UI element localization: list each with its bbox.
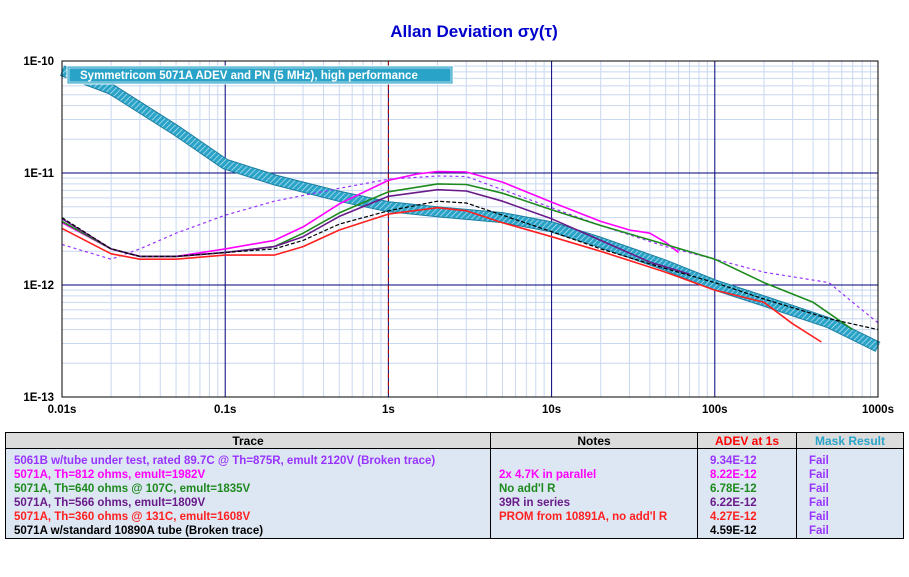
results-table-container: Trace Notes ADEV at 1s Mask Result 5061B…: [5, 432, 904, 539]
y-tick-label: 1E-10: [23, 56, 54, 68]
x-tick-label: 0.1s: [214, 404, 236, 416]
header-trace: Trace: [5, 432, 491, 449]
series-line-1: [61, 175, 879, 324]
table-row: 5071A, Th=566 ohms, emult=1809V 39R in se…: [5, 496, 904, 510]
table-row: 5071A w/standard 10890A tube (Broken tra…: [5, 524, 904, 539]
chart-title: Allan Deviation σy(τ): [390, 22, 558, 41]
grid: [61, 60, 879, 398]
tick-labels: 0.01s 0.1s 1s 10s 100s 1000s 1E-10 1E-11 1E-12 1E…: [23, 56, 894, 416]
adev-cell: 6.22E-12: [697, 496, 797, 510]
table-row: 5071A, Th=812 ohms, emult=1982V 2x 4.7K i…: [5, 468, 904, 482]
adev-cell: 4.59E-12: [697, 524, 797, 539]
header-notes: Notes: [490, 432, 698, 449]
notes-cell: PROM from 10891A, no add'l R: [490, 510, 698, 524]
plot-area: [62, 61, 878, 397]
header-mask-result: Mask Result: [796, 432, 904, 449]
trace-cell: 5061B w/tube under test, rated 89.7C @ T…: [5, 448, 491, 468]
header-adev: ADEV at 1s: [697, 432, 797, 449]
mask-result-cell: Fail: [796, 448, 904, 468]
series-line-5: [61, 206, 822, 343]
notes-cell: [490, 448, 698, 468]
trace-cell: 5071A, Th=360 ohms @ 131C, emult=1608V: [5, 510, 491, 524]
trace-cell: 5071A, Th=566 ohms, emult=1809V: [5, 496, 491, 510]
adev-cell: 9.34E-12: [697, 448, 797, 468]
mask-result-cell: Fail: [796, 510, 904, 524]
spec-band: [60, 66, 880, 351]
x-tick-label: 10s: [542, 404, 561, 416]
trace-cell: 5071A, Th=640 ohms @ 107C, emult=1835V: [5, 482, 491, 496]
adev-cell: 4.27E-12: [697, 510, 797, 524]
x-tick-label: 1000s: [862, 404, 894, 416]
plot-frame: [61, 60, 879, 398]
allan-deviation-chart: Allan Deviation σy(τ) 0.01s 0.1s 1s 10s 100s…: [23, 22, 894, 416]
table-row: 5071A, Th=640 ohms @ 107C, emult=1835V No…: [5, 482, 904, 496]
table-row: 5061B w/tube under test, rated 89.7C @ T…: [5, 448, 904, 468]
mask-result-cell: Fail: [796, 524, 904, 539]
mask-result-cell: Fail: [796, 468, 904, 482]
trace-cell: 5071A, Th=812 ohms, emult=1982V: [5, 468, 491, 482]
adev-cell: 8.22E-12: [697, 468, 797, 482]
mask-result-cell: Fail: [796, 496, 904, 510]
series-line-6: [61, 200, 879, 331]
series-line-4: [61, 188, 690, 275]
x-tick-label: 100s: [702, 404, 728, 416]
notes-cell: 2x 4.7K in parallel: [490, 468, 698, 482]
notes-cell: [490, 524, 698, 539]
table-row: 5071A, Th=360 ohms @ 131C, emult=1608V PR…: [5, 510, 904, 524]
x-tick-label: 1s: [382, 404, 395, 416]
legend-text: Symmetricom 5071A ADEV and PN (5 MHz), h…: [80, 70, 418, 82]
adev-cell: 6.78E-12: [697, 482, 797, 496]
y-tick-label: 1E-12: [23, 280, 54, 292]
y-tick-label: 1E-11: [24, 168, 55, 180]
x-tick-label: 0.01s: [48, 404, 77, 416]
series-layer: [61, 170, 879, 343]
spec-band-layer: [60, 65, 881, 352]
notes-cell: 39R in series: [490, 496, 698, 510]
results-table: Trace Notes ADEV at 1s Mask Result 5061B…: [5, 432, 904, 539]
notes-cell: No add'l R: [490, 482, 698, 496]
legend-box: Symmetricom 5071A ADEV and PN (5 MHz), h…: [66, 65, 454, 85]
trace-cell: 5071A w/standard 10890A tube (Broken tra…: [5, 524, 491, 539]
mask-result-cell: Fail: [796, 482, 904, 496]
plot-border: [61, 60, 879, 398]
table-header-row: Trace Notes ADEV at 1s Mask Result: [5, 432, 904, 449]
y-tick-label: 1E-13: [23, 392, 54, 404]
